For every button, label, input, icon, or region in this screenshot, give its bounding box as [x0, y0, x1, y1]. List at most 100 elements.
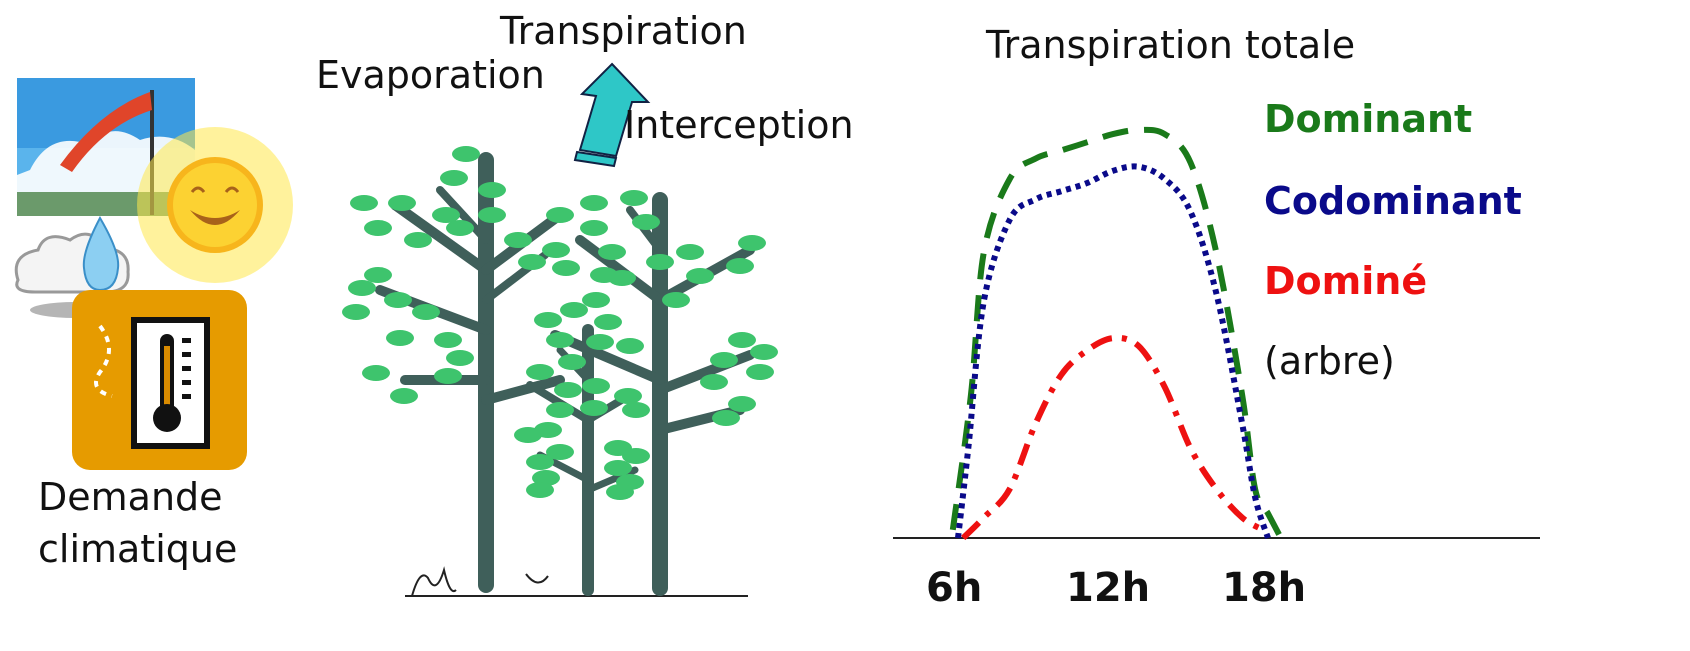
evaporation-wave-small: [525, 573, 549, 584]
tree-illustration: [342, 62, 778, 597]
series-line-dominant: [949, 126, 1284, 540]
tree-leaf: [552, 260, 580, 276]
tree-leaf: [526, 364, 554, 380]
tree-leaf: [560, 302, 588, 318]
sun-icon: [137, 127, 293, 283]
tree-leaf: [364, 220, 392, 236]
tree-leaf: [478, 207, 506, 223]
tree-leaf: [446, 350, 474, 366]
tree-leaf: [514, 427, 542, 443]
tree-leaf: [432, 207, 460, 223]
tree-leaf: [622, 448, 650, 464]
tree-leaf: [532, 470, 560, 486]
tree-leaf: [434, 332, 462, 348]
tree-leaf: [622, 402, 650, 418]
tree-leaf: [726, 258, 754, 274]
tree-leaf: [364, 267, 392, 283]
chart-title: Transpiration totale: [986, 23, 1356, 67]
tree-leaf: [604, 460, 632, 476]
tree-leaf: [554, 382, 582, 398]
tree-leaf: [746, 364, 774, 380]
tree-leaf: [412, 304, 440, 320]
tree-leaf: [632, 214, 660, 230]
tree-leaf: [606, 484, 634, 500]
tree-leaf: [608, 270, 636, 286]
tree-leaf: [580, 195, 608, 211]
tree-leaf: [546, 402, 574, 418]
transpiration-chart: [893, 126, 1540, 541]
tree-leaf: [738, 235, 766, 251]
tree-leaf: [582, 292, 610, 308]
climate-label-line2: climatique: [38, 527, 238, 571]
tree-leaf: [750, 344, 778, 360]
legend-codominant: Codominant: [1264, 179, 1522, 223]
tree-leaf: [386, 330, 414, 346]
upward-arrow-icon: [573, 62, 651, 168]
tree-leaf: [434, 368, 462, 384]
tree-leaf: [580, 400, 608, 416]
tree-leaf: [676, 244, 704, 260]
evaporation-wave: [411, 566, 457, 597]
tree-leaf: [388, 195, 416, 211]
evaporation-label: Evaporation: [316, 53, 545, 97]
x-tick-label-18h: 18h: [1222, 565, 1307, 611]
legend-note: (arbre): [1264, 339, 1395, 383]
series-line-domin-: [961, 334, 1265, 541]
climate-label-line1: Demande: [38, 475, 223, 519]
tree-leaf: [534, 312, 562, 328]
thermometer-icon: [72, 290, 247, 470]
tree-leaf: [594, 314, 622, 330]
tree-branch: [626, 206, 664, 254]
tree-leaf: [700, 374, 728, 390]
tree-leaf: [348, 280, 376, 296]
legend-domine: Dominé: [1264, 259, 1428, 303]
tree-leaf: [446, 220, 474, 236]
tree-branch: [390, 200, 491, 275]
tree-leaf: [712, 410, 740, 426]
tree-leaf: [598, 244, 626, 260]
tree-leaf: [440, 170, 468, 186]
tree-leaf: [582, 378, 610, 394]
legend-dominant: Dominant: [1264, 97, 1473, 141]
tree-leaf: [350, 195, 378, 211]
climate-illustration: [14, 78, 293, 470]
series-line-codominant: [955, 163, 1271, 539]
tree-leaf: [616, 338, 644, 354]
tree-leaf: [586, 334, 614, 350]
tree-leaf: [404, 232, 432, 248]
transpiration-label: Transpiration: [500, 9, 747, 53]
x-tick-label-6h: 6h: [926, 565, 983, 611]
tree-leaf: [526, 454, 554, 470]
tree-leaf: [518, 254, 546, 270]
tree-leaf: [646, 254, 674, 270]
tree-branch: [575, 235, 665, 305]
tree-leaf: [390, 388, 418, 404]
tree-leaf: [546, 207, 574, 223]
tree-leaf: [452, 146, 480, 162]
tree-leaf: [662, 292, 690, 308]
tree-leaf: [384, 292, 412, 308]
tree-leaf: [342, 304, 370, 320]
tree-leaf: [546, 444, 574, 460]
water-drop-icon: [82, 215, 120, 292]
tree-leaf: [558, 354, 586, 370]
tree-leaf: [542, 242, 570, 258]
tree-leaf: [728, 396, 756, 412]
tree-leaf: [580, 220, 608, 236]
x-tick-label-12h: 12h: [1066, 565, 1151, 611]
tree-branch: [481, 375, 565, 405]
interception-label: Interception: [624, 103, 854, 147]
tree-leaf: [504, 232, 532, 248]
tree-leaf: [710, 352, 738, 368]
tree-leaf: [546, 332, 574, 348]
tree-leaf: [728, 332, 756, 348]
tree-leaf: [362, 365, 390, 381]
tree-branch: [436, 186, 490, 244]
tree-leaf: [686, 268, 714, 284]
tree-leaf: [620, 190, 648, 206]
tree-leaf: [478, 182, 506, 198]
tree-leaf: [614, 388, 642, 404]
tree-leaf: [526, 482, 554, 498]
